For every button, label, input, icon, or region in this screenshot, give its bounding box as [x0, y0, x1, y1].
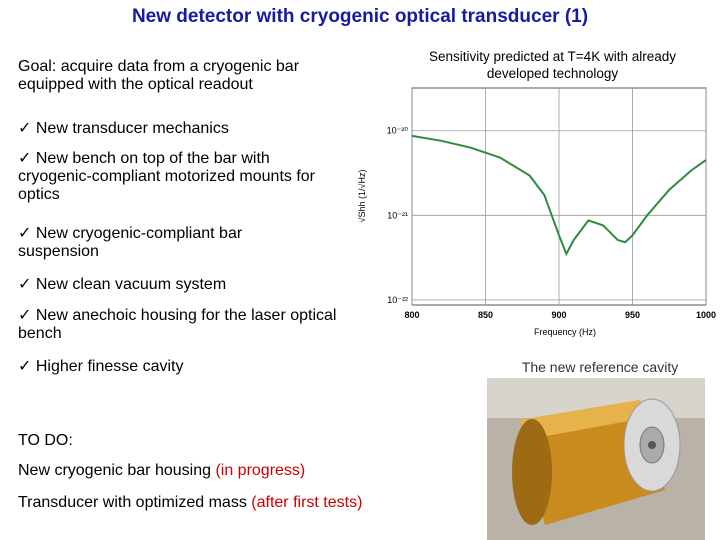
goal: Goal: acquire data from a cryogenic bar …: [18, 58, 300, 93]
y-tick-label: 10⁻²¹: [387, 210, 408, 220]
todo-heading: TO DO:: [18, 432, 73, 449]
x-tick-label: 900: [551, 310, 566, 320]
chart-caption: Sensitivity predicted at T=4K with alrea…: [428, 49, 676, 81]
y-tick-label: 10⁻²⁰: [387, 126, 409, 136]
y-tick-label: 10⁻²²: [387, 295, 408, 305]
todo-status: (after first tests): [251, 494, 363, 511]
check-item: New cryogenic-compliant bar suspension: [18, 225, 298, 261]
todo-text: Transducer with optimized mass: [18, 494, 247, 511]
x-tick-label: 850: [478, 310, 493, 320]
y-axis-label: √Shh (1/√Hz): [357, 170, 367, 223]
todo-item: New cryogenic bar housing (in progress): [18, 462, 305, 480]
x-tick-label: 800: [404, 310, 419, 320]
photo-caption: The new reference cavity: [521, 359, 679, 375]
curve: [411, 134, 707, 257]
x-tick-label: 1000: [696, 310, 716, 320]
check-item: New bench on top of the bar with cryogen…: [18, 150, 348, 204]
todo-text: New cryogenic bar housing: [18, 462, 211, 479]
check-item: New anechoic housing for the laser optic…: [18, 307, 338, 343]
todo-item: Transducer with optimized mass (after fi…: [18, 494, 362, 512]
check-item: New clean vacuum system: [18, 276, 348, 294]
slide-title: New detector with cryogenic optical tran…: [131, 6, 589, 27]
check-item: Higher finesse cavity: [18, 358, 348, 376]
photo: [487, 378, 705, 540]
todo-status: (in progress): [215, 462, 306, 479]
x-axis-label: Frequency (Hz): [534, 327, 596, 337]
check-item: New transducer mechanics: [18, 120, 348, 138]
x-tick-label: 950: [625, 310, 640, 320]
